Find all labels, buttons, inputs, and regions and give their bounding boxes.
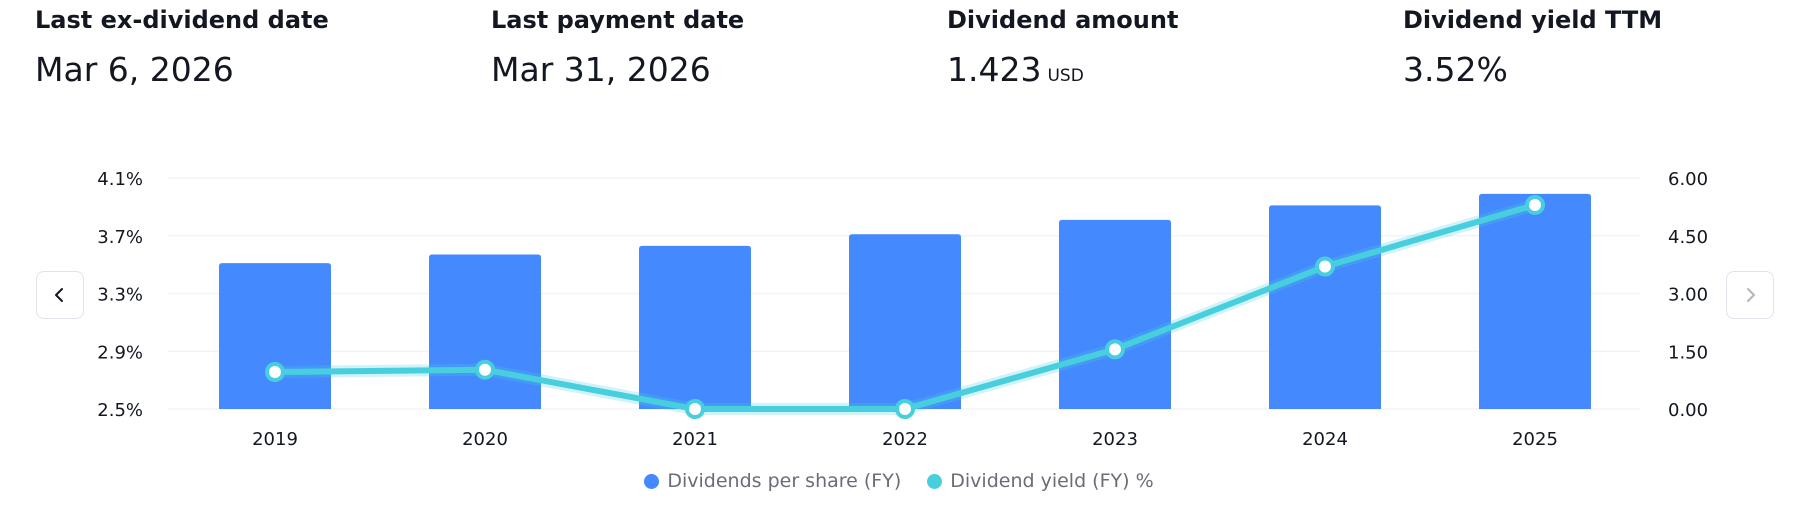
x-tick-label: 2021 <box>672 429 718 450</box>
y-tick-label-left: 2.9% <box>97 342 143 363</box>
stat-value: 3.52% <box>1403 50 1508 89</box>
y-tick-label-right: 3.00 <box>1668 285 1708 306</box>
legend-label: Dividend yield (FY) % <box>950 470 1154 492</box>
bar <box>429 254 541 409</box>
yield-point <box>1525 194 1545 215</box>
legend-swatch-bar <box>644 473 660 489</box>
bar <box>1269 205 1381 409</box>
legend-swatch-line <box>927 473 943 489</box>
y-tick-label-left: 2.5% <box>97 400 143 421</box>
y-tick-label-right: 0.00 <box>1668 400 1708 421</box>
stat-value-text: Mar 31, 2026 <box>491 50 711 89</box>
yield-point <box>1315 256 1335 277</box>
stat-unit: USD <box>1047 66 1084 86</box>
y-tick-label-right: 1.50 <box>1668 342 1708 363</box>
x-tick-label: 2023 <box>1092 429 1138 450</box>
legend-label: Dividends per share (FY) <box>667 470 902 492</box>
stat-value: 1.423 USD <box>947 50 1084 89</box>
x-tick-label: 2024 <box>1302 429 1348 450</box>
yield-point <box>685 399 705 419</box>
stat-value: Mar 6, 2026 <box>35 50 234 89</box>
stat-label: Last ex-dividend date <box>35 6 329 34</box>
yield-point <box>895 399 915 419</box>
prev-period-button[interactable] <box>36 271 84 319</box>
x-tick-label: 2020 <box>462 429 508 450</box>
y-tick-label-right: 6.00 <box>1668 169 1708 190</box>
y-tick-label-left: 3.7% <box>97 227 143 248</box>
bar <box>1479 193 1591 409</box>
x-tick-label: 2022 <box>882 429 928 450</box>
chevron-right-icon <box>1747 288 1755 302</box>
stat-label: Dividend yield TTM <box>1403 6 1663 34</box>
legend-item-dividends[interactable]: Dividends per share (FY) <box>644 470 901 492</box>
y-tick-label-left: 3.3% <box>97 285 143 306</box>
dividend-chart: 4.1% 3.7% 3.3% 2.9% 2.5% 6.00 4.50 3.00 1.50 0.00… <box>97 169 1708 450</box>
stat-value-text: Mar 6, 2026 <box>35 50 234 89</box>
y-tick-label-right: 4.50 <box>1668 227 1708 248</box>
stat-value-text: 3.52% <box>1403 50 1508 89</box>
yield-point <box>265 362 285 383</box>
chart-legend: Dividends per share (FY) Dividend yield … <box>0 470 1798 492</box>
stat-value: Mar 31, 2026 <box>491 50 711 89</box>
bar <box>219 263 331 409</box>
stat-label: Dividend amount <box>947 6 1179 34</box>
x-tick-label: 2019 <box>252 429 298 450</box>
stat-label: Last payment date <box>491 6 745 34</box>
stat-value-text: 1.423 <box>947 50 1042 89</box>
bar <box>639 245 751 409</box>
bar <box>849 234 961 409</box>
chevron-left-icon <box>55 288 63 302</box>
yield-point <box>1105 339 1125 360</box>
dividend-stats: Last ex-dividend date Mar 6, 2026 Last p… <box>35 0 1775 110</box>
legend-item-yield[interactable]: Dividend yield (FY) % <box>927 470 1154 492</box>
x-tick-label: 2025 <box>1512 429 1558 450</box>
next-period-button[interactable] <box>1726 271 1774 319</box>
bar <box>1059 219 1171 409</box>
yield-point <box>475 359 495 380</box>
y-tick-label-left: 4.1% <box>97 169 143 190</box>
